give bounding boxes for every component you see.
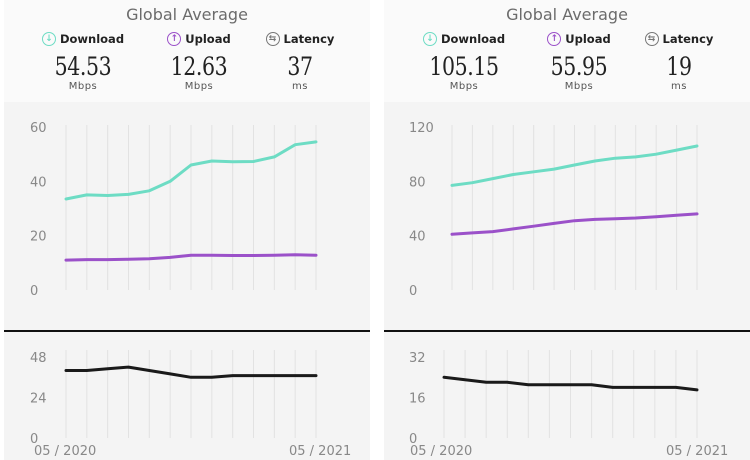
y-tick-label: 120	[409, 121, 434, 136]
stats-header: Global Average ↓ Download 54.53 Mbps ↑ U…	[4, 0, 370, 102]
chart-divider	[384, 330, 750, 332]
panel-title: Global Average	[126, 5, 248, 24]
exchange-arrows-circle-icon: ⇆	[265, 32, 280, 46]
upload-label: Upload	[565, 32, 611, 46]
speed-chart: 0 20 40 60	[30, 121, 318, 299]
right-panel: Global Average ↓ Download 105.15 Mbps ↑ …	[384, 0, 750, 460]
latency-series-line	[64, 365, 318, 379]
latency-label: Latency	[283, 32, 335, 46]
y-tick-label: 0	[409, 284, 417, 299]
speed-charts: 0 40 80 120 0 16 32 05 / 2020 05 / 2021	[409, 121, 728, 459]
y-tick-label: 60	[30, 121, 47, 136]
download-label: Download	[440, 32, 506, 46]
upload-unit: Mbps	[564, 81, 594, 92]
upload-metric[interactable]: ↑ Upload 55.95 Mbps	[529, 32, 629, 92]
download-metric[interactable]: ↓ Download 105.15 Mbps	[414, 32, 514, 92]
y-tick-label: 48	[30, 351, 47, 366]
upload-series-line	[64, 253, 318, 262]
download-label: Download	[59, 32, 125, 46]
latency-label: Latency	[662, 32, 714, 46]
arrow-up-circle-icon: ↑	[547, 32, 562, 46]
upload-value: 12.63	[170, 52, 228, 81]
speed-chart: 0 40 80 120	[409, 121, 699, 299]
arrow-up-circle-icon: ↑	[167, 32, 182, 46]
y-tick-label: 24	[30, 392, 47, 407]
y-tick-label: 20	[30, 230, 47, 245]
speed-charts: 0 20 40 60 0 24 48 05 / 2020 05 / 2021	[30, 121, 351, 459]
y-tick-label: 0	[30, 284, 38, 299]
latency-metric[interactable]: ⇆ Latency 19 ms	[629, 32, 729, 92]
y-tick-label: 40	[30, 175, 47, 190]
latency-chart: 0 24 48	[30, 350, 318, 447]
y-tick-label: 16	[409, 392, 426, 407]
latency-value: 37	[287, 52, 313, 81]
upload-metric[interactable]: ↑ Upload 12.63 Mbps	[149, 32, 249, 92]
latency-value: 19	[666, 52, 692, 81]
y-tick-label: 80	[409, 175, 426, 190]
left-panel: Global Average ↓ Download 54.53 Mbps ↑ U…	[4, 0, 370, 460]
latency-metric[interactable]: ⇆ Latency 37 ms	[250, 32, 350, 92]
latency-unit: ms	[671, 81, 687, 92]
y-tick-label: 32	[409, 351, 426, 366]
y-tick-label: 0	[409, 432, 417, 447]
x-label-end: 05 / 2021	[289, 444, 351, 459]
exchange-arrows-circle-icon: ⇆	[644, 32, 659, 46]
download-unit: Mbps	[68, 81, 98, 92]
y-tick-label: 40	[409, 230, 426, 245]
upload-value: 55.95	[550, 52, 608, 81]
stats-header: Global Average ↓ Download 105.15 Mbps ↑ …	[384, 0, 750, 102]
download-series-line	[64, 140, 318, 201]
x-label-start: 05 / 2020	[410, 444, 472, 459]
upload-label: Upload	[185, 32, 231, 46]
panel-title: Global Average	[506, 5, 628, 24]
download-series-line	[450, 144, 699, 187]
chart-divider	[4, 330, 370, 332]
latency-unit: ms	[292, 81, 308, 92]
download-unit: Mbps	[449, 81, 479, 92]
download-value: 54.53	[54, 52, 112, 81]
download-value: 105.15	[429, 52, 499, 81]
upload-series-line	[450, 212, 699, 236]
upload-unit: Mbps	[184, 81, 214, 92]
download-metric[interactable]: ↓ Download 54.53 Mbps	[33, 32, 133, 92]
latency-series-line	[442, 375, 699, 392]
latency-chart: 0 16 32	[409, 350, 699, 447]
x-label-end: 05 / 2021	[666, 444, 728, 459]
y-tick-label: 0	[30, 432, 38, 447]
arrow-down-circle-icon: ↓	[422, 32, 437, 46]
arrow-down-circle-icon: ↓	[41, 32, 56, 46]
x-label-start: 05 / 2020	[34, 444, 96, 459]
